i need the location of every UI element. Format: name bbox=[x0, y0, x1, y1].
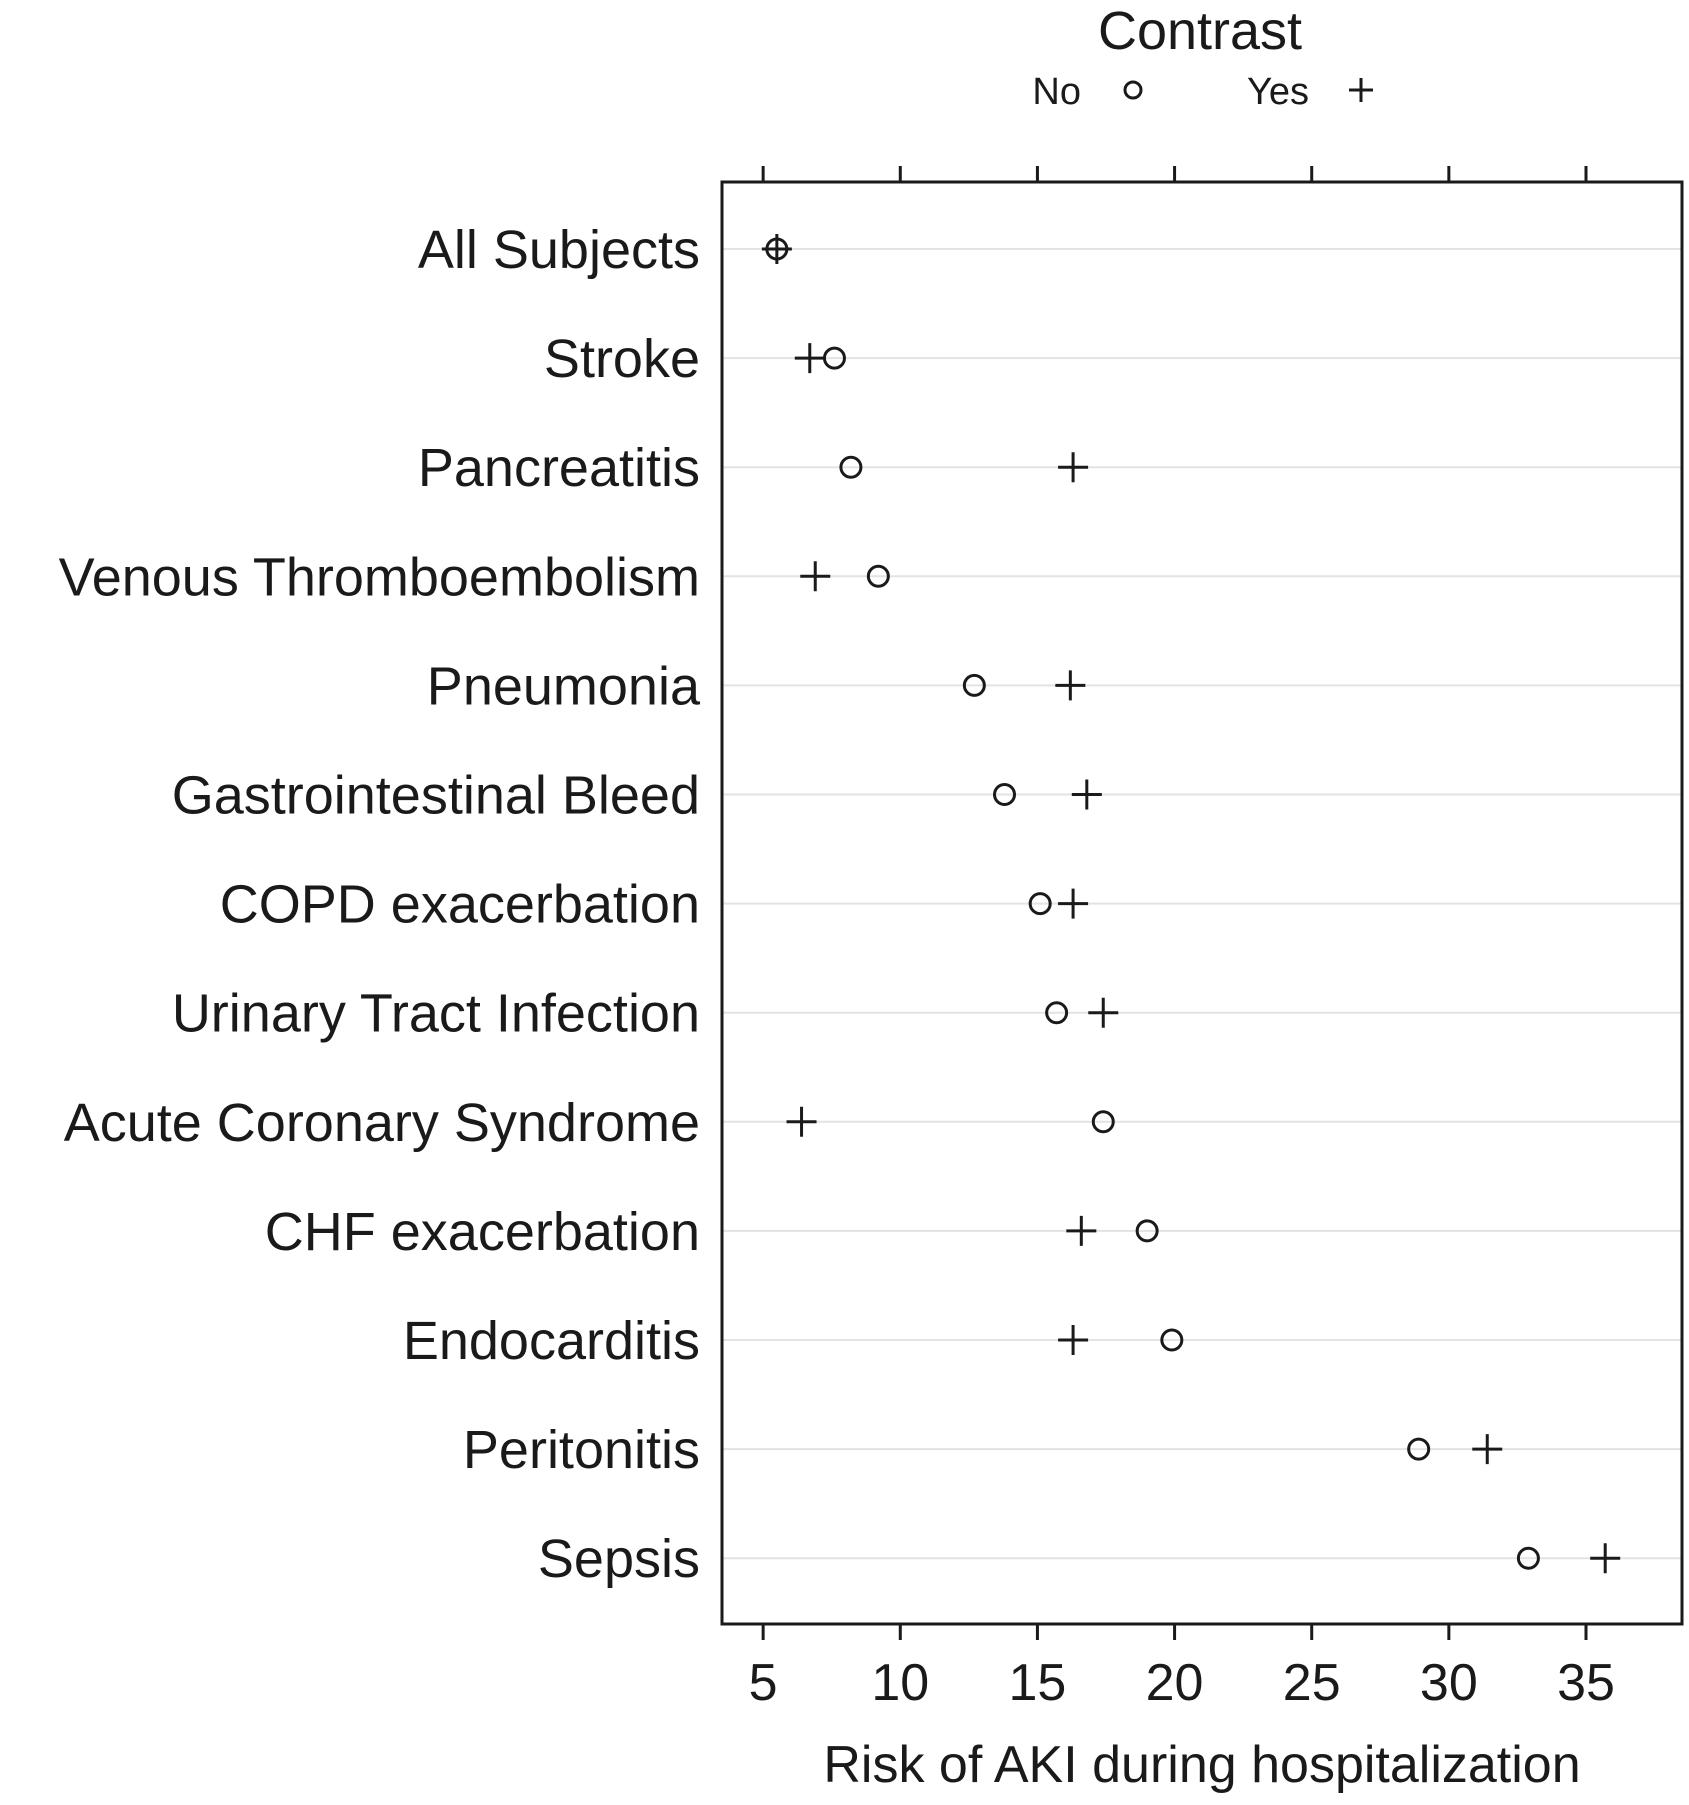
plot-area-frame bbox=[720, 180, 1684, 1626]
legend-symbol-circle bbox=[1123, 80, 1143, 100]
legend-label-yes: Yes bbox=[1247, 71, 1309, 113]
legend-label-no: No bbox=[1032, 71, 1081, 113]
marker-yes-plus bbox=[761, 234, 792, 264]
marker-yes-plus bbox=[1071, 779, 1102, 810]
y-axis-category-labels: All Subjects Stroke Pancreatitis Venous Thr… bbox=[59, 220, 701, 1589]
x-tick-label: 25 bbox=[1283, 1654, 1341, 1712]
marker-yes-plus bbox=[1066, 1215, 1097, 1246]
category-label: Gastrointestinal Bleed bbox=[172, 766, 700, 826]
category-label: Endocarditis bbox=[403, 1311, 700, 1371]
legend-symbol-plus bbox=[1349, 78, 1373, 102]
x-tick-label: 35 bbox=[1557, 1654, 1615, 1712]
marker-yes-plus bbox=[1472, 1434, 1503, 1465]
x-tick-label: 5 bbox=[749, 1654, 778, 1712]
marker-no-circle bbox=[1516, 1546, 1540, 1570]
category-label: Acute Coronary Syndrome bbox=[64, 1093, 700, 1153]
marker-yes-plus bbox=[1058, 888, 1089, 919]
category-label: COPD exacerbation bbox=[220, 875, 700, 935]
marker-yes-plus bbox=[1058, 1325, 1089, 1355]
x-axis-bottom-ticks bbox=[761, 1624, 1588, 1640]
marker-yes-plus bbox=[786, 1106, 817, 1137]
category-label: Stroke bbox=[544, 329, 700, 389]
marker-no-circle bbox=[839, 455, 863, 479]
marker-no-circle bbox=[1160, 1328, 1184, 1352]
marker-no-circle bbox=[993, 783, 1017, 806]
x-axis-tick-labels: 5 10 15 20 25 30 35 bbox=[749, 1654, 1615, 1712]
legend: Contrast No Yes bbox=[1032, 1, 1373, 113]
category-label: CHF exacerbation bbox=[265, 1202, 700, 1262]
marker-no-circle bbox=[1028, 892, 1052, 916]
gridlines bbox=[722, 248, 1682, 1560]
marker-no-circle bbox=[962, 673, 986, 697]
marker-no-circle bbox=[1091, 1110, 1115, 1134]
category-label: Peritonitis bbox=[463, 1420, 700, 1480]
x-tick-label: 20 bbox=[1146, 1654, 1204, 1712]
x-axis-top-ticks bbox=[761, 166, 1588, 182]
marker-no-circle bbox=[1045, 1001, 1069, 1025]
x-axis-title: Risk of AKI during hospitalization bbox=[823, 1736, 1580, 1794]
category-label: Urinary Tract Infection bbox=[172, 984, 700, 1044]
category-label: Pneumonia bbox=[427, 656, 701, 716]
x-tick-label: 10 bbox=[871, 1654, 929, 1712]
marker-no-circle bbox=[1135, 1219, 1159, 1243]
category-label: All Subjects bbox=[418, 220, 700, 280]
category-label: Pancreatitis bbox=[418, 438, 700, 498]
series-yes-markers bbox=[761, 234, 1621, 1574]
legend-title: Contrast bbox=[1098, 1, 1302, 61]
marker-no-circle bbox=[1407, 1437, 1431, 1461]
marker-yes-plus bbox=[1590, 1543, 1621, 1574]
category-label: Sepsis bbox=[538, 1529, 700, 1589]
marker-yes-plus bbox=[794, 343, 825, 374]
category-label: Venous Thromboembolism bbox=[59, 547, 700, 607]
marker-yes-plus bbox=[1055, 670, 1086, 701]
marker-no-circle bbox=[866, 564, 890, 588]
marker-yes-plus bbox=[1058, 452, 1089, 483]
marker-yes-plus bbox=[800, 561, 831, 592]
x-tick-label: 15 bbox=[1009, 1654, 1067, 1712]
x-tick-label: 30 bbox=[1420, 1654, 1478, 1712]
marker-yes-plus bbox=[1088, 997, 1119, 1028]
